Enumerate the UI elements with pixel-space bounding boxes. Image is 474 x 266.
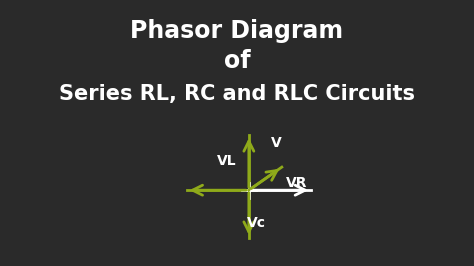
Text: VR: VR [286, 176, 307, 190]
Text: Series RL, RC and RLC Circuits: Series RL, RC and RLC Circuits [59, 84, 415, 103]
Text: Phasor Diagram: Phasor Diagram [130, 19, 344, 43]
Text: of: of [224, 49, 250, 73]
Text: Vc: Vc [246, 216, 265, 230]
Text: V: V [271, 136, 282, 150]
Text: VL: VL [217, 154, 237, 168]
